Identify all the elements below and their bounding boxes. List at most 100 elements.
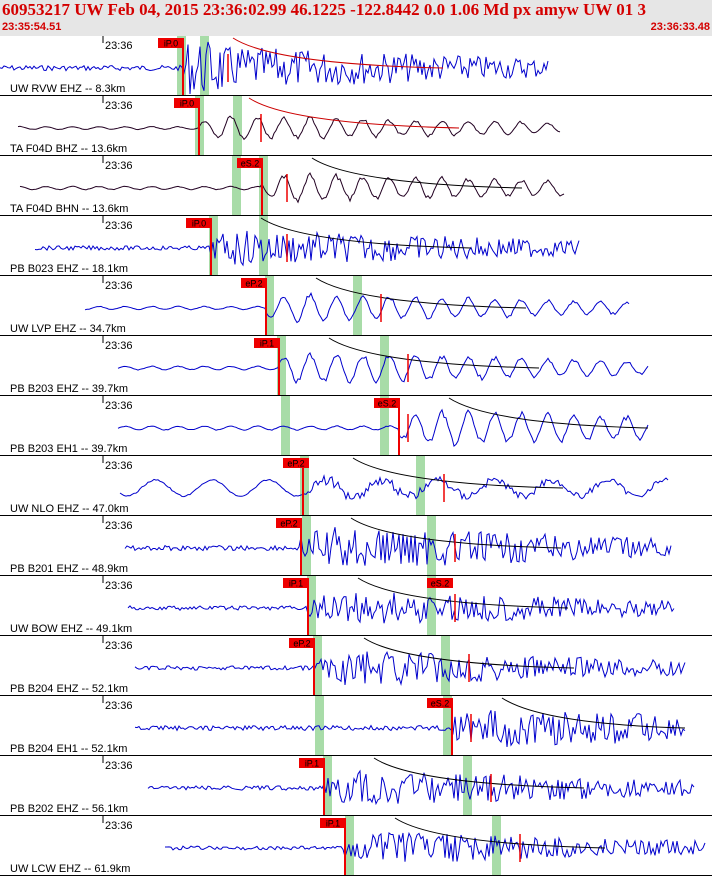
time-tick-label: 23:36 [105, 160, 133, 172]
waveform [117, 408, 649, 448]
station-label: UW LVP EHZ -- 34.7km [10, 323, 126, 335]
p-pick-label: eP.2 [287, 459, 304, 469]
station-label: UW RVW EHZ -- 8.3km [10, 83, 125, 95]
s-window [380, 396, 389, 456]
station-label: PB B202 EHZ -- 56.1km [10, 803, 128, 815]
coda-fit-curve [248, 97, 460, 129]
seismogram-panel: 23:36 iP.0 UW RVW EHZ -- 8.3km 23:36 iP.0 TA … [0, 36, 712, 876]
station-label: UW NLO EHZ -- 47.0km [10, 503, 129, 515]
p-pick-label: iP.1 [289, 579, 303, 589]
trace-panel: 23:36 eS.2 TA F04D BHN -- 13.6km [0, 156, 712, 216]
waveform [165, 831, 706, 862]
p-pick-box[interactable] [283, 578, 309, 588]
p-pick-label: iP.0 [164, 39, 178, 49]
trace-panel: 23:36 iP.0 PB B023 EHZ -- 18.1km [0, 216, 712, 276]
p-pick-box[interactable] [276, 518, 302, 528]
time-tick-label: 23:36 [105, 700, 133, 712]
coda-fit-curve [363, 637, 575, 669]
s-window [427, 576, 436, 636]
trace-panel: 23:36 iP.0 UW RVW EHZ -- 8.3km [0, 36, 712, 96]
s-window [200, 36, 209, 96]
p-pick-box[interactable] [186, 218, 212, 228]
end-time: 23:36:33.48 [650, 21, 710, 33]
start-time: 23:35:54.51 [2, 21, 62, 33]
p-pick-label: eP.2 [245, 279, 262, 289]
p-pick-box[interactable] [427, 698, 453, 708]
p-pick-label: eS.2 [431, 699, 450, 709]
p-window [313, 636, 322, 696]
p-pick-box[interactable] [174, 98, 200, 108]
p-window [281, 396, 290, 456]
p-pick-box[interactable] [254, 338, 280, 348]
time-tick-label: 23:36 [105, 520, 133, 532]
time-tick-label: 23:36 [105, 340, 133, 352]
time-tick-label: 23:36 [105, 280, 133, 292]
event-title: 60953217 UW Feb 04, 2015 23:36:02.99 46.… [2, 0, 646, 19]
p-pick-label: eS.2 [378, 399, 397, 409]
trace-panel: 23:36 iP.1 UW LCW EHZ -- 61.9km [0, 816, 712, 876]
time-tick-label: 23:36 [105, 40, 133, 52]
waveform [134, 650, 686, 687]
coda-fit-curve [350, 517, 562, 549]
station-label: TA F04D BHN -- 13.6km [10, 203, 128, 215]
waveform [147, 769, 695, 806]
coda-fit-curve [394, 817, 606, 849]
station-label: TA F04D BHZ -- 13.6km [10, 143, 127, 155]
waveform [34, 230, 580, 267]
s-window [492, 816, 501, 876]
p-pick-box[interactable] [158, 38, 184, 48]
p-window [302, 516, 311, 576]
p-pick-box[interactable] [241, 278, 267, 288]
p-pick-box[interactable] [289, 638, 315, 648]
trace-panel: 23:36 eP.2 UW LVP EHZ -- 34.7km [0, 276, 712, 336]
s-window [380, 336, 389, 396]
station-label: PB B204 EH1 -- 52.1km [10, 743, 127, 755]
waveform [84, 292, 630, 324]
s-window [259, 216, 268, 276]
coda-fit-curve [448, 397, 649, 429]
waveform [127, 592, 675, 624]
s-window [416, 456, 425, 516]
station-label: PB B023 EHZ -- 18.1km [10, 263, 128, 275]
p-pick-label: iP.1 [260, 339, 274, 349]
coda-fit-curve [352, 457, 564, 489]
time-tick-label: 23:36 [105, 220, 133, 232]
station-label: UW LCW EHZ -- 61.9km [10, 863, 130, 875]
p-pick-box[interactable] [299, 758, 325, 768]
s-window [443, 696, 452, 756]
trace-panel: 23:36 eP.2 PB B204 EHZ -- 52.1km [0, 636, 712, 696]
p-pick-box[interactable] [237, 158, 263, 168]
trace-panel: 23:36 iP.1 PB B202 EHZ -- 56.1km [0, 756, 712, 816]
p-window [300, 456, 309, 516]
p-pick-label: eS.2 [241, 159, 260, 169]
time-tick-label: 23:36 [105, 760, 133, 772]
time-tick-label: 23:36 [105, 400, 133, 412]
p-pick-label: iP.0 [180, 99, 194, 109]
waveform [117, 351, 649, 385]
station-label: PB B204 EHZ -- 52.1km [10, 683, 128, 695]
waveform [134, 710, 686, 747]
coda-fit-curve [260, 217, 472, 249]
trace-panel: 23:36 eP.2 PB B201 EHZ -- 48.9km [0, 516, 712, 576]
p-window [265, 276, 274, 336]
waveform [17, 115, 561, 141]
station-label: UW BOW EHZ -- 49.1km [10, 623, 132, 635]
p-pick-box[interactable] [320, 818, 346, 828]
p-pick-label: iP.0 [192, 219, 206, 229]
time-tick-label: 23:36 [105, 640, 133, 652]
p-window [277, 336, 286, 396]
waveform [0, 41, 549, 95]
trace-panel: 23:36 iP.0 TA F04D BHZ -- 13.6km [0, 96, 712, 156]
s-window [441, 636, 450, 696]
p-pick-box[interactable] [374, 398, 400, 408]
time-tick-label: 23:36 [105, 100, 133, 112]
time-tick-label: 23:36 [105, 820, 133, 832]
coda-fit-curve [373, 757, 585, 789]
p-pick-box[interactable] [283, 458, 309, 468]
time-tick-label: 23:36 [105, 460, 133, 472]
s-pick-label: eS.2 [431, 579, 450, 589]
station-label: PB B201 EHZ -- 48.9km [10, 563, 128, 575]
s-window [427, 516, 436, 576]
p-pick-label: iP.1 [305, 759, 319, 769]
s-pick-box[interactable] [427, 578, 453, 588]
